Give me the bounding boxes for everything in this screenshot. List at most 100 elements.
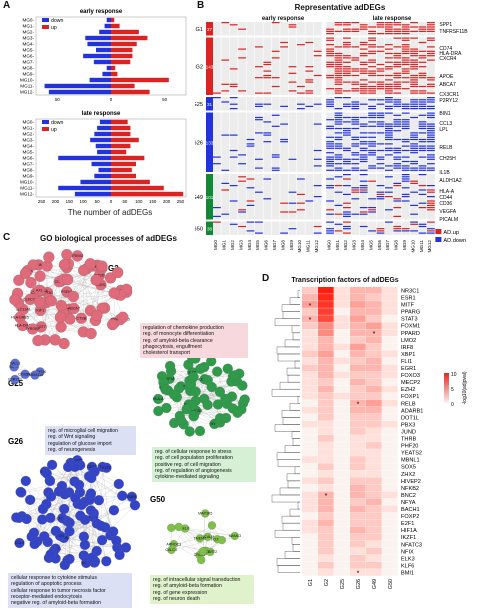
panel-a-label: A	[3, 0, 11, 11]
network-edge	[189, 380, 208, 432]
heat-cell	[385, 26, 393, 28]
heat-cell	[393, 182, 402, 184]
heat-cell	[401, 39, 410, 41]
tf-label: BMI1	[401, 570, 414, 576]
heat-cell	[382, 491, 398, 499]
heat-cell	[350, 364, 366, 372]
heat-cell	[238, 28, 246, 30]
heat-cell	[318, 512, 334, 520]
heat-cell	[393, 61, 402, 63]
bar-down	[80, 179, 111, 185]
heat-cell	[334, 147, 343, 149]
heat-cell	[366, 512, 382, 520]
heat-cell	[382, 498, 398, 506]
bar-down	[96, 47, 111, 53]
heat-cell	[427, 200, 435, 202]
heat-cell	[334, 230, 343, 232]
heat-cell	[255, 92, 263, 94]
heat-bg	[255, 112, 263, 172]
gene-label: CCL3	[439, 121, 452, 127]
x-tick-label: 100	[135, 199, 143, 204]
heat-cell	[385, 57, 393, 59]
heat-cell	[393, 28, 402, 30]
bar-down	[44, 83, 112, 89]
heat-cell	[393, 152, 402, 154]
node-label: MAP3K5	[198, 512, 212, 516]
heat-cell	[393, 123, 402, 125]
network-node	[129, 500, 141, 511]
heat-cell	[351, 59, 360, 61]
network-node	[214, 386, 225, 397]
heat-cell	[393, 200, 402, 202]
node-label: CRCL1	[194, 553, 206, 557]
heat-cell	[326, 33, 334, 35]
heat-cell	[376, 123, 385, 125]
dendrogram-branch	[284, 551, 300, 559]
category-label: MG3-	[23, 138, 35, 143]
heat-bg	[385, 221, 393, 235]
heat-cell	[427, 46, 435, 48]
heat-cell	[351, 57, 360, 59]
heat-bg	[246, 97, 255, 111]
heat-cell	[359, 116, 368, 119]
heat-cell	[382, 569, 398, 576]
category-label: MG12-	[20, 90, 35, 95]
heat-cell	[313, 103, 322, 105]
tf-label: EGR1	[401, 366, 416, 372]
go-term: reg. of intracellular signal transductio…	[153, 577, 241, 583]
bar-down	[97, 149, 111, 155]
heat-cell	[326, 88, 334, 90]
heat-cell	[255, 105, 263, 107]
heat-cell	[382, 399, 398, 407]
heat-cell	[302, 449, 318, 456]
heat-cell	[255, 191, 263, 193]
heat-cell	[376, 114, 385, 116]
heat-cell	[313, 158, 322, 160]
heat-cell	[334, 123, 343, 125]
heat-cell	[302, 533, 318, 541]
heat-bg	[288, 97, 297, 111]
heat-cell	[313, 123, 322, 125]
heat-cell	[318, 477, 334, 485]
network-node	[37, 514, 48, 525]
network-edge	[53, 540, 103, 552]
network-edge	[63, 279, 113, 325]
bar-down	[106, 65, 111, 71]
heat-cell	[427, 105, 435, 107]
heat-cell	[334, 406, 350, 414]
gene-label: BIN1	[439, 111, 450, 117]
heat-cell	[318, 569, 334, 576]
heat-cell	[359, 211, 368, 213]
node-label: PSEN1	[61, 290, 73, 294]
heat-cell	[313, 185, 322, 187]
network-node	[9, 294, 21, 306]
heat-cell	[359, 41, 368, 44]
heat-cell	[229, 97, 238, 99]
heat-bg	[343, 174, 351, 220]
colorbar-tick: 5	[451, 387, 454, 393]
go-term: regulation of glucose import	[48, 440, 112, 447]
column-label: MG2	[343, 240, 348, 250]
bar-up	[111, 89, 150, 95]
heat-cell	[351, 189, 360, 191]
heat-cell	[305, 70, 314, 72]
heat-cell	[366, 505, 382, 513]
node-label: HLA-A	[153, 397, 164, 401]
network-node	[27, 259, 39, 271]
heat-cell	[366, 406, 382, 414]
heat-cell	[318, 491, 334, 499]
network-node	[73, 479, 85, 490]
heat-cell	[427, 134, 435, 136]
heat-cell	[334, 70, 343, 72]
heat-cell	[401, 180, 410, 182]
heat-cell	[368, 125, 376, 127]
node-label: HLA-DRB5	[11, 316, 29, 320]
tf-label: MBNL1	[401, 458, 420, 464]
heat-cell	[297, 92, 305, 94]
heat-cell	[427, 158, 435, 160]
gene-label: CD36	[439, 201, 452, 207]
heat-bg	[305, 22, 314, 36]
column-label: MG1	[335, 240, 340, 250]
heat-cell	[385, 127, 393, 130]
heat-cell	[334, 301, 350, 308]
